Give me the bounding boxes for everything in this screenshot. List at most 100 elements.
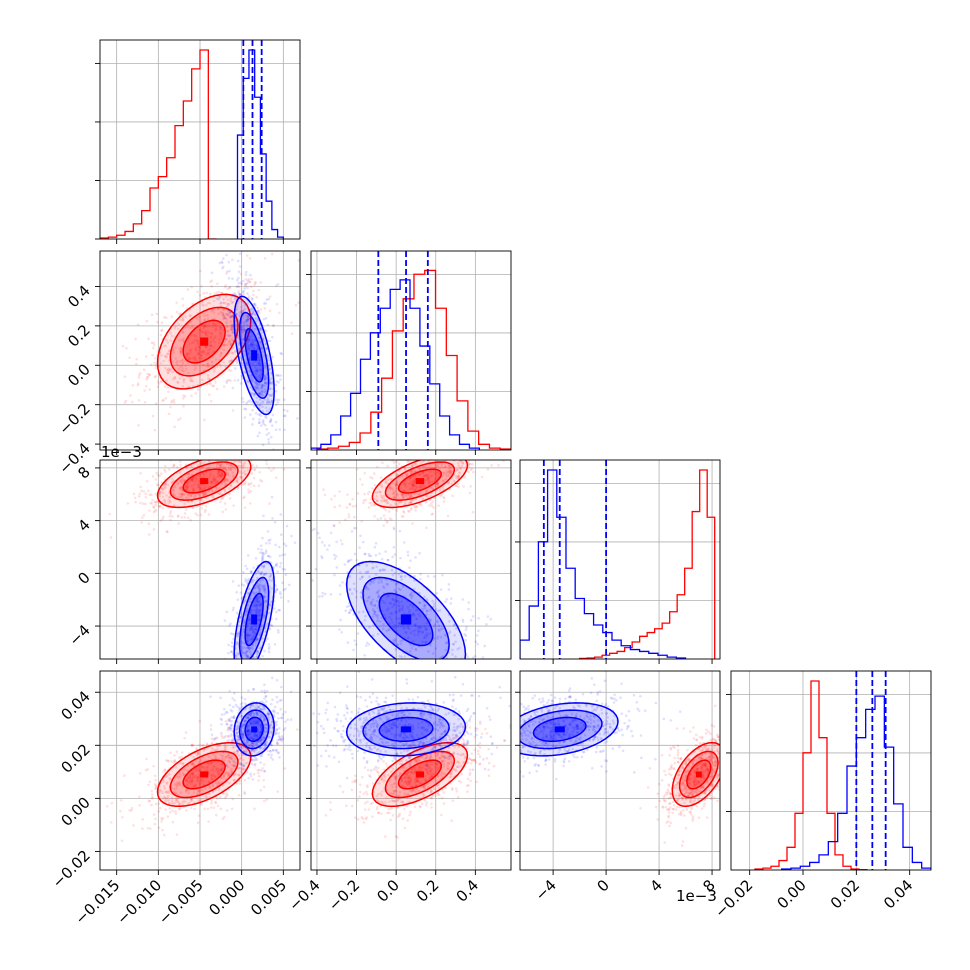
sample-point xyxy=(138,492,142,496)
sample-point xyxy=(193,355,197,359)
sample-point xyxy=(185,788,189,792)
sample-point xyxy=(413,481,417,484)
sample-point xyxy=(194,769,198,773)
sample-point xyxy=(408,457,411,460)
sample-point xyxy=(227,717,231,721)
sample-point xyxy=(425,609,429,612)
sample-point xyxy=(458,451,461,454)
sample-point xyxy=(245,401,248,405)
sample-point xyxy=(415,617,419,621)
sample-point xyxy=(220,260,224,264)
sample-point xyxy=(250,401,253,404)
sample-point xyxy=(260,346,264,350)
sample-point xyxy=(198,473,202,476)
sample-point xyxy=(247,618,251,622)
sample-point xyxy=(160,481,163,484)
sample-point xyxy=(271,709,275,713)
sample-point xyxy=(409,508,413,511)
sample-point xyxy=(258,589,262,593)
sample-point xyxy=(191,324,194,328)
sample-point xyxy=(373,610,377,614)
sample-point xyxy=(265,462,269,466)
sample-point xyxy=(259,603,262,606)
sample-point xyxy=(218,492,221,495)
sample-point xyxy=(383,568,387,572)
sample-point xyxy=(253,605,257,608)
sample-point xyxy=(406,460,410,464)
sample-point xyxy=(162,359,165,363)
sample-point xyxy=(250,580,254,584)
sample-point xyxy=(217,757,220,761)
sample-point xyxy=(407,626,410,629)
sample-point xyxy=(242,663,245,666)
sample-point xyxy=(365,587,368,591)
sample-point xyxy=(279,698,283,702)
sample-point xyxy=(430,502,433,505)
sample-point xyxy=(261,660,264,663)
sample-point xyxy=(152,341,156,345)
sample-point xyxy=(196,456,199,459)
sample-point xyxy=(439,628,443,631)
sample-point xyxy=(192,488,195,491)
sample-point xyxy=(264,742,268,746)
sample-point xyxy=(332,553,336,557)
sample-point xyxy=(154,778,157,782)
sample-point xyxy=(208,393,211,396)
sample-point xyxy=(431,434,434,437)
sample-point xyxy=(225,343,229,347)
sample-point xyxy=(252,346,255,350)
sample-point xyxy=(222,314,226,318)
sample-point xyxy=(198,356,201,360)
sample-point xyxy=(211,345,214,348)
sample-point xyxy=(274,563,278,567)
sample-point xyxy=(164,799,168,802)
sample-point xyxy=(239,591,243,595)
sample-point xyxy=(239,309,243,313)
sample-point xyxy=(431,599,434,603)
sample-point xyxy=(262,565,266,568)
sample-point xyxy=(188,780,192,783)
sample-point xyxy=(210,332,213,335)
sample-point xyxy=(200,330,204,334)
sample-point xyxy=(265,433,269,437)
sample-point xyxy=(412,629,415,633)
sample-point xyxy=(467,462,471,465)
sample-point xyxy=(218,473,222,477)
sample-point xyxy=(223,316,227,320)
sample-point xyxy=(283,542,286,546)
sample-point xyxy=(249,721,253,725)
sample-point xyxy=(370,501,373,505)
sample-point xyxy=(396,473,399,477)
sample-point xyxy=(425,665,428,668)
sample-point xyxy=(173,376,177,379)
sample-point xyxy=(252,417,255,421)
sample-point xyxy=(268,295,272,298)
sample-point xyxy=(231,386,235,390)
density-peak xyxy=(415,478,425,485)
sample-point xyxy=(416,492,420,496)
sample-point xyxy=(448,662,451,665)
sample-point xyxy=(169,339,173,343)
sample-point xyxy=(256,347,260,351)
sample-point xyxy=(261,584,265,588)
sample-point xyxy=(249,742,253,745)
sample-point xyxy=(228,311,231,315)
sample-point xyxy=(148,509,151,512)
sample-point xyxy=(170,315,174,318)
sample-point xyxy=(147,533,151,536)
sample-point xyxy=(253,445,256,448)
sample-point xyxy=(252,347,256,351)
sample-point xyxy=(174,346,177,349)
sample-point xyxy=(209,768,212,772)
sample-point xyxy=(197,349,201,353)
sample-point xyxy=(231,331,234,334)
sample-point xyxy=(262,799,266,803)
sample-point xyxy=(240,649,244,653)
sample-point xyxy=(412,481,416,484)
sample-point xyxy=(258,340,262,344)
sample-point xyxy=(248,358,252,362)
sample-point xyxy=(264,572,267,576)
sample-point xyxy=(275,562,279,566)
sample-point xyxy=(218,295,222,299)
sample-point xyxy=(211,384,215,388)
